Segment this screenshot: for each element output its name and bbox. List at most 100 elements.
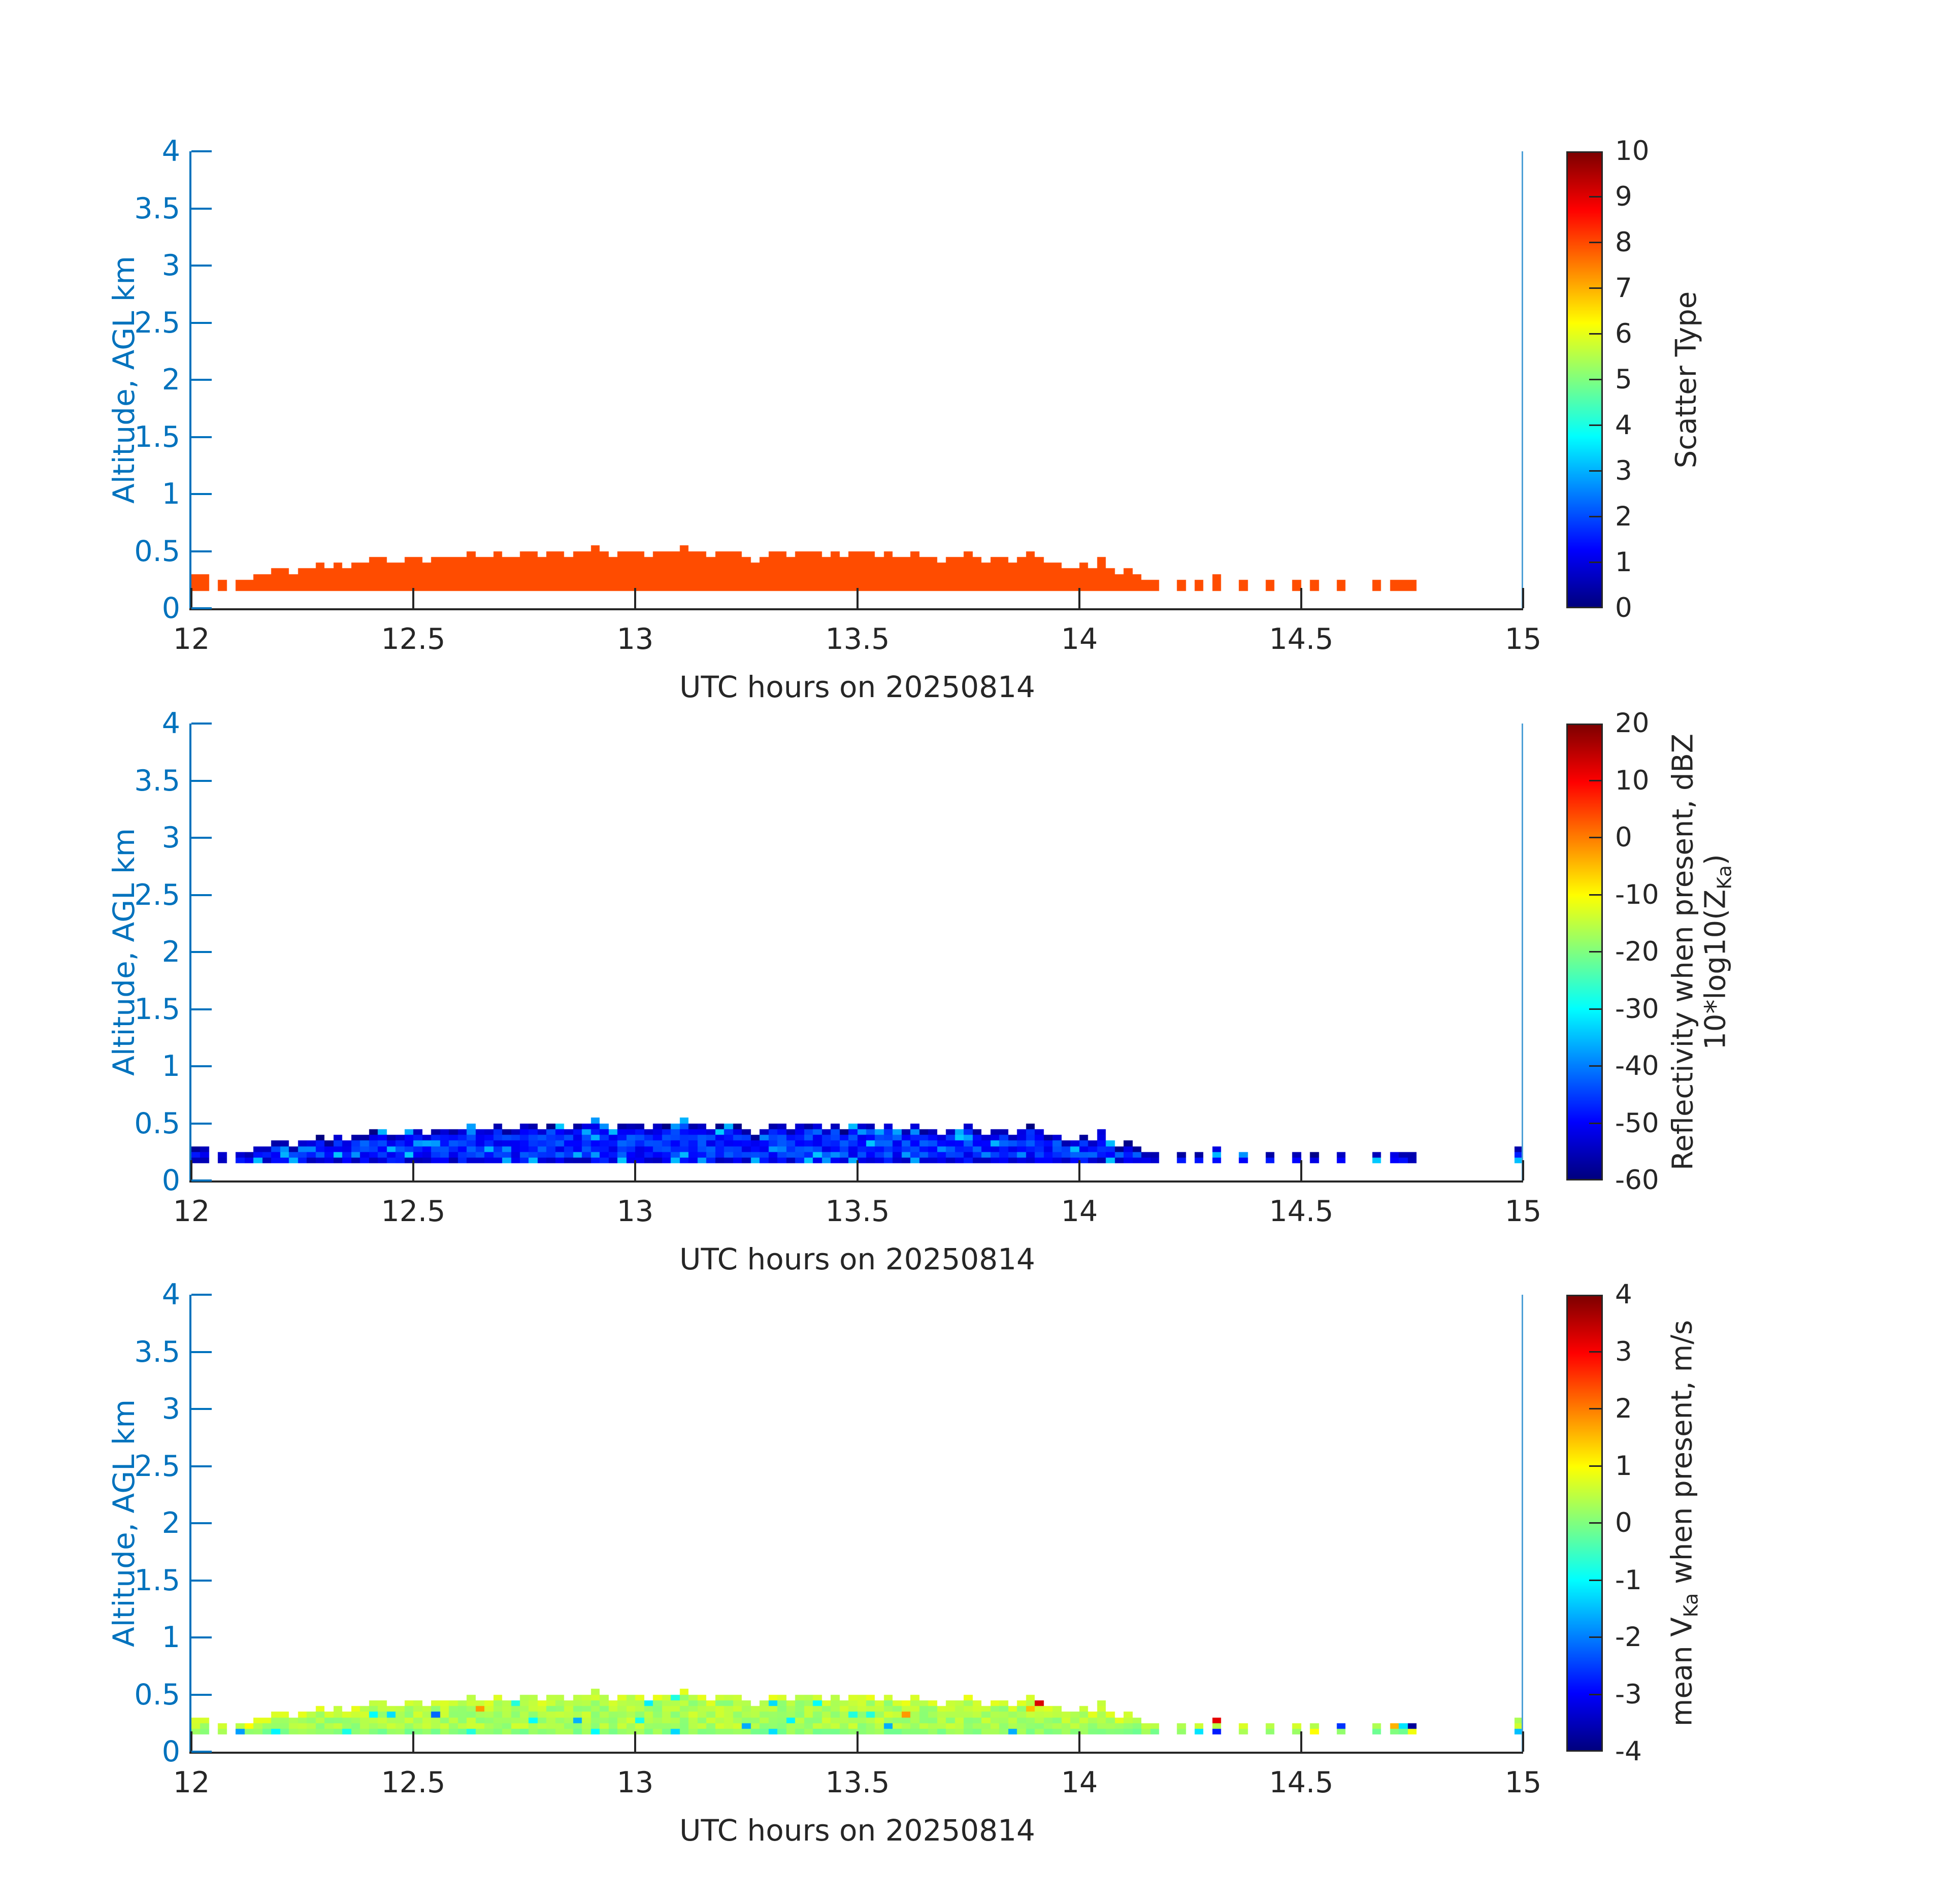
colorbar-tick-label: 9: [1615, 181, 1632, 212]
colorbar-tick-label: -10: [1615, 879, 1659, 910]
heatmap-scatter-type: [191, 151, 1523, 608]
y-tick-mark: [191, 951, 212, 953]
colorbar-tick-label: 3: [1615, 1336, 1632, 1367]
y-tick-label: 1: [161, 1621, 180, 1654]
colorbar-scatter-type: [1566, 151, 1603, 608]
x-tick-label: 12: [173, 1195, 210, 1228]
colorbar-tick-mark: [1589, 1123, 1601, 1124]
right-axis-line: [1522, 1295, 1523, 1752]
x-tick-label: 13: [616, 622, 654, 656]
y-tick-label: 0.5: [134, 535, 180, 568]
y-tick-mark: [191, 436, 212, 438]
plot-area: [189, 1294, 1524, 1754]
x-tick-label: 14: [1061, 1766, 1098, 1799]
x-tick-mark: [634, 1731, 636, 1752]
y-tick-label: 3: [161, 821, 180, 855]
y-tick-mark: [191, 1008, 212, 1010]
x-tick-label: 13.5: [825, 1766, 890, 1799]
y-tick-label: 3.5: [134, 192, 180, 225]
colorbar-tick-mark: [1589, 562, 1601, 563]
colorbar-tick-mark: [1589, 837, 1601, 838]
x-tick-mark: [1522, 588, 1524, 608]
x-tick-mark: [1522, 1160, 1524, 1180]
colorbar-tick-label: 1: [1615, 547, 1632, 578]
y-tick-label: 2: [161, 935, 180, 969]
x-tick-mark: [857, 1731, 859, 1752]
colorbar-tick-label: -30: [1615, 994, 1659, 1025]
x-tick-mark: [857, 588, 859, 608]
colorbar-tick-mark: [1589, 1465, 1601, 1467]
y-tick-mark: [191, 723, 212, 725]
colorbar-tick-label: 10: [1615, 136, 1650, 167]
y-tick-label: 2: [161, 363, 180, 397]
colorbar-tick-label: 4: [1615, 410, 1632, 441]
y-tick-label: 1.5: [134, 1564, 180, 1597]
y-tick-label: 3.5: [134, 1335, 180, 1369]
colorbar-tick-mark: [1589, 470, 1601, 472]
colorbar-label-line: Reflectivity when present, dBZ: [1666, 734, 1699, 1170]
x-tick-mark: [190, 1160, 192, 1180]
y-axis-line: [189, 1295, 191, 1754]
y-tick-label: 0: [161, 592, 180, 625]
x-tick-label: 15: [1504, 622, 1542, 656]
right-axis-line: [1522, 724, 1523, 1180]
colorbar-tick-label: 5: [1615, 364, 1632, 395]
x-tick-label: 12: [173, 1766, 210, 1799]
x-tick-mark: [412, 1731, 414, 1752]
label-text: ): [1699, 854, 1732, 866]
x-tick-label: 14.5: [1269, 622, 1334, 656]
subscript-text: Ka: [1680, 1593, 1702, 1618]
x-tick-label: 14: [1061, 1195, 1098, 1228]
y-tick-mark: [191, 780, 212, 782]
y-tick-mark: [191, 1351, 212, 1353]
colorbar-tick-mark: [1589, 1008, 1601, 1010]
y-tick-label: 3.5: [134, 764, 180, 798]
x-tick-mark: [190, 588, 192, 608]
y-tick-mark: [191, 550, 212, 552]
x-axis-label: UTC hours on 20250814: [679, 1242, 1035, 1276]
x-axis-line: [189, 1180, 1523, 1183]
colorbar-tick-mark: [1589, 516, 1601, 517]
y-tick-mark: [191, 1179, 212, 1181]
colorbar-tick-label: 0: [1615, 1507, 1632, 1538]
x-tick-label: 12.5: [381, 622, 446, 656]
x-tick-mark: [634, 588, 636, 608]
y-tick-label: 1.5: [134, 993, 180, 1026]
y-tick-label: 0: [161, 1164, 180, 1197]
x-tick-mark: [1300, 1160, 1302, 1180]
plot-area: [189, 723, 1524, 1183]
heatmap-reflectivity: [191, 724, 1523, 1180]
colorbar-tick-label: -60: [1615, 1165, 1659, 1196]
plot-area: [189, 150, 1524, 610]
colorbar-tick-mark: [1589, 196, 1601, 198]
colorbar-tick-label: -40: [1615, 1051, 1659, 1081]
colorbar-tick-mark: [1589, 1065, 1601, 1067]
x-axis-label: UTC hours on 20250814: [679, 670, 1035, 704]
x-tick-label: 15: [1504, 1766, 1542, 1799]
x-tick-label: 14: [1061, 622, 1098, 656]
x-tick-label: 12: [173, 622, 210, 656]
colorbar-tick-mark: [1589, 894, 1601, 896]
y-tick-label: 4: [161, 707, 180, 740]
colorbar-tick-label: -4: [1615, 1736, 1642, 1767]
x-tick-mark: [1078, 1160, 1080, 1180]
y-tick-label: 2: [161, 1506, 180, 1540]
colorbar-tick-label: 1: [1615, 1451, 1632, 1482]
y-tick-mark: [191, 322, 212, 324]
colorbar-label: Reflectivity when present, dBZ 10*log10(Z…: [1666, 734, 1740, 1170]
y-tick-label: 2.5: [134, 878, 180, 912]
colorbar-tick-label: 2: [1615, 1393, 1632, 1424]
y-tick-label: 1.5: [134, 420, 180, 454]
y-tick-mark: [191, 1294, 212, 1296]
x-tick-label: 14.5: [1269, 1766, 1334, 1799]
x-tick-mark: [412, 1160, 414, 1180]
colorbar-tick-mark: [1589, 333, 1601, 335]
colorbar-tick-label: -50: [1615, 1108, 1659, 1139]
colorbar-tick-label: 7: [1615, 273, 1632, 304]
y-axis-line: [189, 724, 191, 1183]
y-tick-mark: [191, 607, 212, 609]
y-tick-mark: [191, 1636, 212, 1638]
y-tick-mark: [191, 379, 212, 381]
y-tick-mark: [191, 208, 212, 210]
